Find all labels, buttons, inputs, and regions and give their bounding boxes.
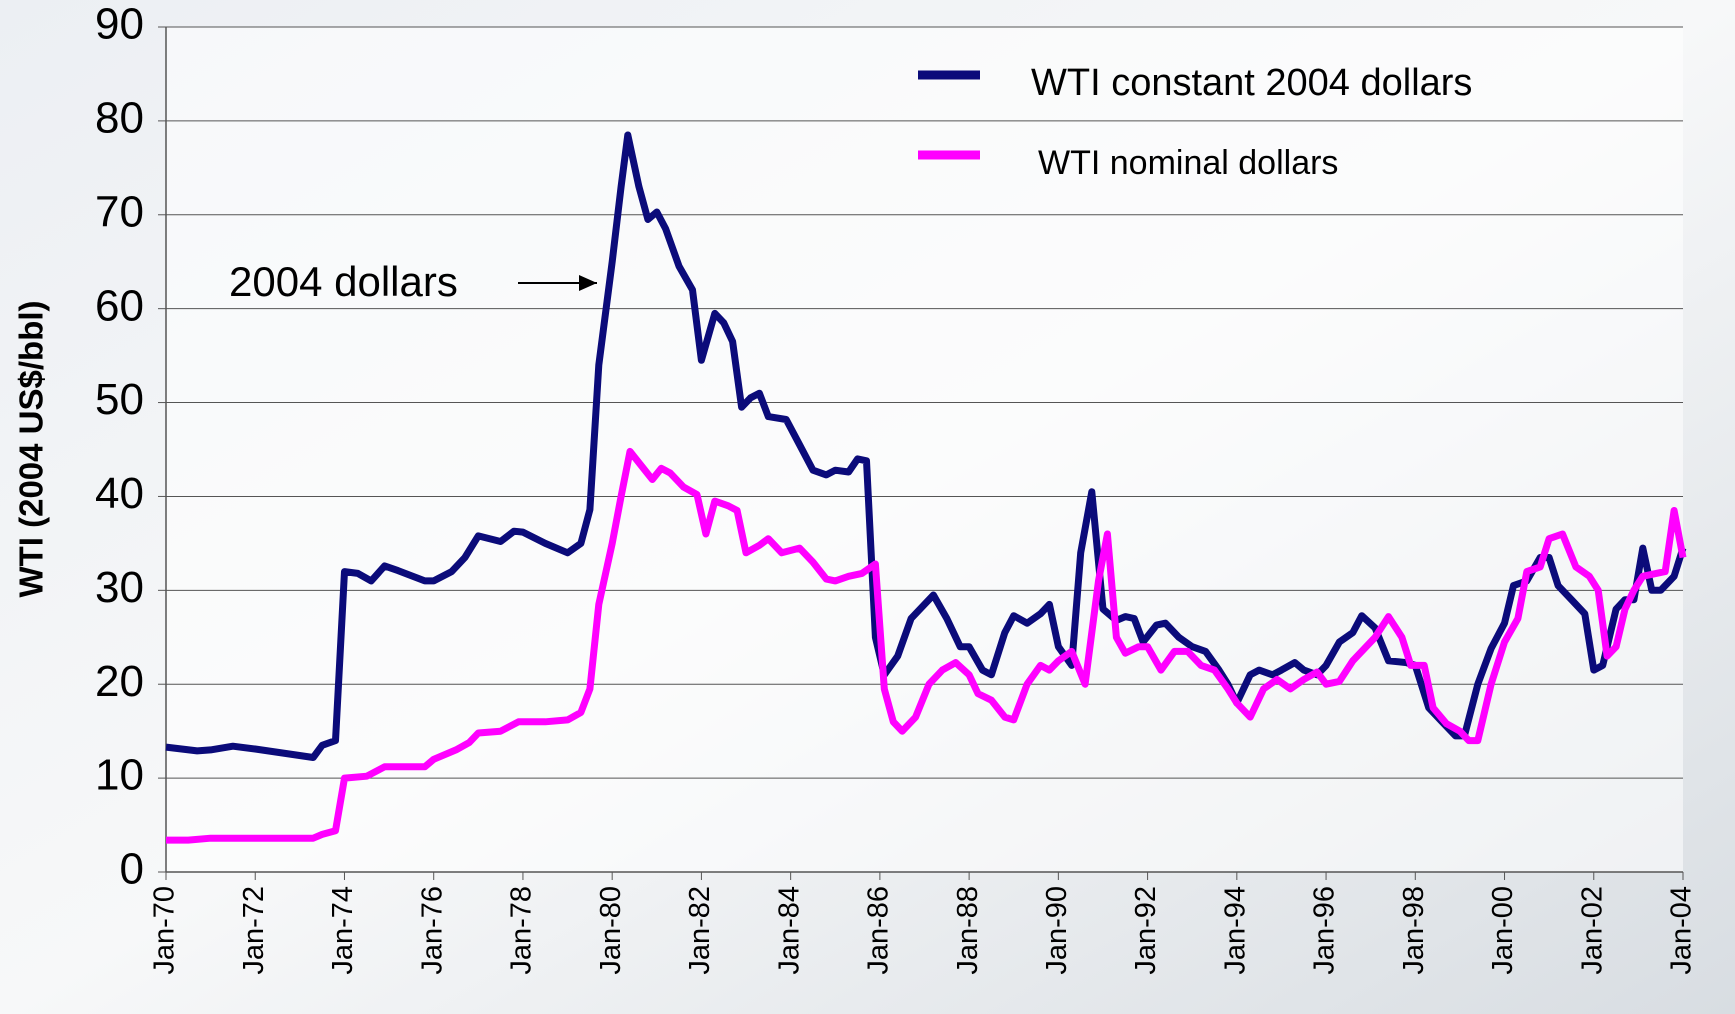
- x-tick-label: Jan-78: [506, 886, 538, 975]
- y-tick-label: 30: [95, 563, 144, 612]
- x-tick-label: Jan-88: [952, 886, 984, 975]
- y-axis-title: WTI (2004 US$/bbl): [13, 300, 50, 597]
- x-tick-label: Jan-74: [327, 886, 359, 975]
- x-tick-label: Jan-80: [595, 886, 627, 975]
- y-tick-label: 20: [95, 657, 144, 706]
- y-tick-label: 60: [95, 281, 144, 330]
- x-tick-label: Jan-98: [1398, 886, 1430, 975]
- y-tick-label: 10: [95, 751, 144, 800]
- chart: WTI (2004 US$/bbl) 2004 dollars 0 10 20 30 4…: [0, 0, 1735, 1014]
- y-tick-label: 40: [95, 469, 144, 518]
- x-tick-label: Jan-00: [1487, 886, 1519, 975]
- legend-label: WTI constant 2004 dollars: [1031, 62, 1472, 104]
- x-tick-label: Jan-82: [684, 886, 716, 975]
- y-tick-label: 0: [120, 845, 144, 894]
- y-tick-label: 80: [95, 94, 144, 143]
- y-tick-label: 90: [95, 0, 144, 49]
- legend-label: WTI nominal dollars: [1038, 144, 1338, 182]
- x-tick-label: Jan-92: [1130, 886, 1162, 975]
- y-tick-label: 70: [95, 187, 144, 236]
- x-tick-label: Jan-96: [1309, 886, 1341, 975]
- x-tick-label: Jan-94: [1219, 886, 1251, 975]
- x-tick-label: Jan-90: [1041, 886, 1073, 975]
- x-tick-label: Jan-04: [1666, 886, 1698, 975]
- x-tick-label: Jan-76: [416, 886, 448, 975]
- y-tick-label: 50: [95, 375, 144, 424]
- x-tick-label: Jan-84: [773, 886, 805, 975]
- annotation: 2004 dollars: [229, 258, 458, 305]
- x-tick-label: Jan-72: [238, 886, 270, 975]
- x-tick-label: Jan-02: [1576, 886, 1608, 975]
- x-tick-label: Jan-70: [149, 886, 181, 975]
- x-tick-label: Jan-86: [863, 886, 895, 975]
